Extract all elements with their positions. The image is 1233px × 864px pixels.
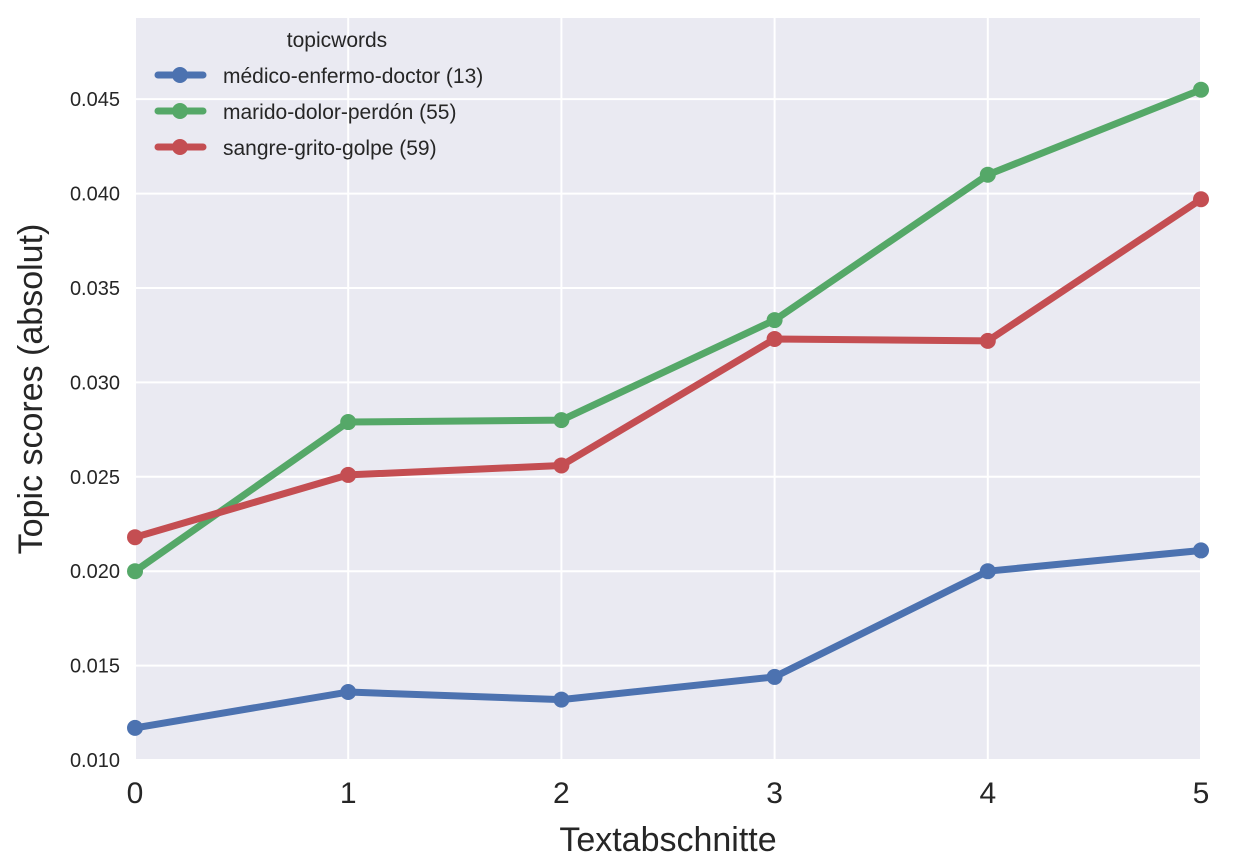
y-tick-label: 0.010 [70, 750, 120, 772]
data-point-1-4 [979, 166, 996, 183]
y-axis-ticks: 0.010 0.015 0.020 0.025 0.030 0.035 0.040 0.045 [70, 89, 120, 772]
y-tick-label: 0.015 [70, 656, 120, 678]
legend: topicwords médico-enfermo-doctor (13) mar… [154, 29, 483, 160]
legend-marker-1 [172, 103, 188, 119]
legend-marker-0 [172, 67, 188, 83]
data-point-2-1 [340, 466, 357, 483]
x-axis-label: Textabschnitte [559, 821, 776, 859]
y-tick-label: 0.045 [70, 89, 120, 111]
series-lines [135, 86, 1201, 732]
x-tick-label: 0 [127, 777, 144, 810]
series-line-1 [135, 86, 1201, 575]
data-point-2-2 [553, 457, 570, 474]
data-point-1-5 [1193, 81, 1209, 98]
data-point-1-3 [766, 312, 783, 329]
data-point-0-5 [1193, 542, 1209, 559]
x-tick-label: 3 [766, 777, 783, 810]
legend-entry-0: médico-enfermo-doctor (13) [223, 65, 483, 88]
data-point-2-5 [1193, 191, 1209, 208]
y-tick-label: 0.020 [70, 561, 120, 583]
y-tick-label: 0.035 [70, 278, 120, 300]
data-point-0-3 [766, 668, 783, 685]
legend-marker-2 [172, 139, 188, 155]
series-line-0 [135, 546, 1201, 732]
data-point-1-1 [340, 414, 357, 431]
data-point-0-2 [553, 691, 570, 708]
y-axis-label: Topic scores (absolut) [12, 224, 50, 555]
data-point-1-0 [127, 563, 143, 580]
data-point-0-1 [340, 684, 357, 701]
data-point-0-4 [979, 563, 996, 580]
x-axis-ticks: 0 1 2 3 4 5 [127, 777, 1210, 810]
x-tick-label: 1 [340, 777, 357, 810]
legend-entry-2: sangre-grito-golpe (59) [223, 137, 437, 160]
data-point-2-3 [766, 330, 783, 347]
data-point-2-4 [979, 332, 996, 349]
data-point-1-2 [553, 412, 570, 429]
data-point-0-0 [127, 719, 143, 736]
x-tick-label: 5 [1193, 777, 1210, 810]
plot-area [135, 18, 1201, 760]
legend-title: topicwords [287, 29, 387, 52]
x-tick-label: 4 [979, 777, 996, 810]
y-tick-label: 0.040 [70, 184, 120, 206]
x-tick-label: 2 [553, 777, 570, 810]
y-tick-label: 0.030 [70, 372, 120, 394]
data-point-2-0 [127, 529, 143, 546]
series-line-2 [135, 195, 1201, 541]
y-tick-label: 0.025 [70, 467, 120, 489]
grid-lines [134, 18, 1202, 761]
legend-entry-1: marido-dolor-perdón (55) [223, 101, 456, 124]
series-points [127, 81, 1209, 736]
